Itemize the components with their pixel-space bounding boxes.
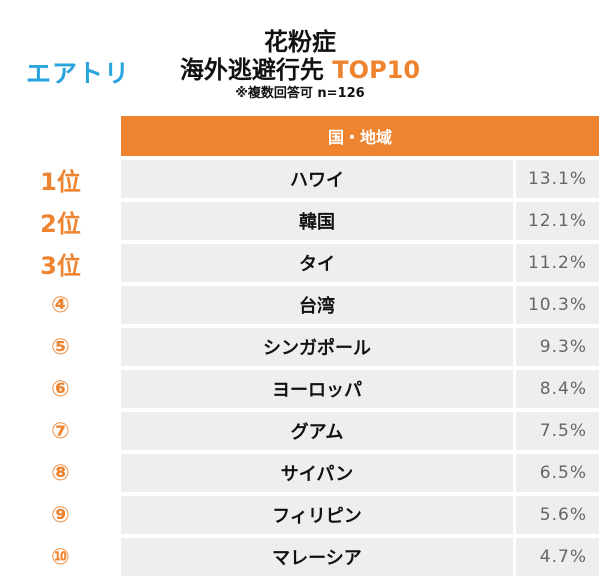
percentage-value: 12.1% <box>516 202 599 240</box>
table-row: ⑦ グアム 7.5% <box>0 412 600 454</box>
rank-label: ⑩ <box>51 544 70 570</box>
chart-title-line2: 海外逃避行先 TOP10 <box>0 50 600 85</box>
chart-title-line1: 花粉症 <box>264 28 336 56</box>
country-name: ハワイ <box>121 160 513 198</box>
chart-subtitle: ※複数回答可 n=126 <box>235 86 365 101</box>
country-name: マレーシア <box>121 538 513 576</box>
percentage-value: 5.6% <box>516 496 599 534</box>
table-row: ⑨ フィリピン 5.6% <box>0 496 600 538</box>
chart-title-accent: TOP10 <box>332 56 421 84</box>
percentage-value: 9.3% <box>516 328 599 366</box>
rank-label: 2位 <box>40 209 81 238</box>
rank-label: ⑧ <box>51 460 70 486</box>
country-name: 韓国 <box>121 202 513 240</box>
country-name: タイ <box>121 244 513 282</box>
rank-label: 1位 <box>40 167 81 196</box>
rank-label: ⑤ <box>51 334 70 360</box>
percentage-value: 6.5% <box>516 454 599 492</box>
country-name: ヨーロッパ <box>121 370 513 408</box>
percentage-value: 4.7% <box>516 538 599 576</box>
percentage-value: 11.2% <box>516 244 599 282</box>
percentage-value: 10.3% <box>516 286 599 324</box>
rank-label: ⑦ <box>51 418 70 444</box>
country-name: シンガポール <box>121 328 513 366</box>
table-row: ⑥ ヨーロッパ 8.4% <box>0 370 600 412</box>
table-row: ⑩ マレーシア 4.7% <box>0 538 600 580</box>
column-header: 国・地域 <box>121 116 599 156</box>
ranking-table: 1位 ハワイ 13.1% 2位 韓国 12.1% 3位 タイ 11.2% ④ 台… <box>0 160 600 580</box>
rank-label: ⑥ <box>51 376 70 402</box>
table-row: 2位 韓国 12.1% <box>0 202 600 244</box>
country-name: サイパン <box>121 454 513 492</box>
percentage-value: 7.5% <box>516 412 599 450</box>
table-row: 1位 ハワイ 13.1% <box>0 160 600 202</box>
percentage-value: 8.4% <box>516 370 599 408</box>
rank-label: 3位 <box>40 251 81 280</box>
country-name: グアム <box>121 412 513 450</box>
table-row: 3位 タイ 11.2% <box>0 244 600 286</box>
country-name: フィリピン <box>121 496 513 534</box>
rank-label: ⑨ <box>51 502 70 528</box>
chart-title-main: 海外逃避行先 <box>179 56 324 84</box>
rank-label: ④ <box>51 292 70 318</box>
table-row: ⑧ サイパン 6.5% <box>0 454 600 496</box>
table-row: ⑤ シンガポール 9.3% <box>0 328 600 370</box>
table-row: ④ 台湾 10.3% <box>0 286 600 328</box>
percentage-value: 13.1% <box>516 160 599 198</box>
brand-logo: エアトリ <box>26 59 131 88</box>
country-name: 台湾 <box>121 286 513 324</box>
